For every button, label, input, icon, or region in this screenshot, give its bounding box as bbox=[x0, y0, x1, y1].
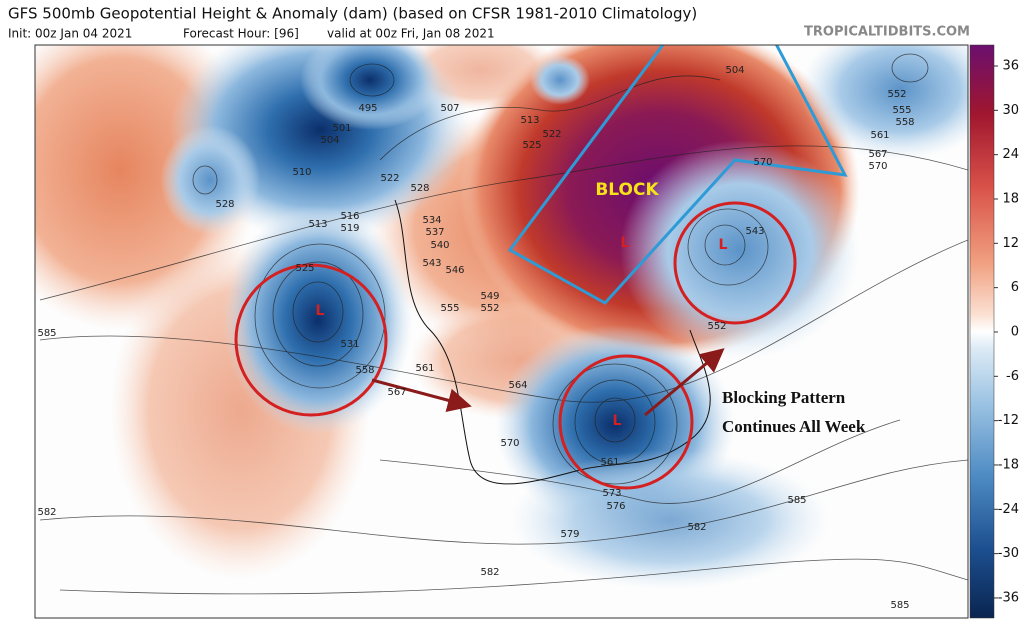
colorbar-tick-label: -18 bbox=[998, 457, 1019, 472]
low-marker: L bbox=[316, 303, 325, 319]
contour-label: 537 bbox=[425, 227, 444, 238]
low-marker: L bbox=[621, 235, 630, 251]
contour-label: 522 bbox=[380, 173, 399, 184]
valid-time: valid at 00z Fri, Jan 08 2021 bbox=[327, 27, 495, 41]
colorbar-tick-label: 18 bbox=[1002, 191, 1019, 206]
contour-label: 567 bbox=[868, 149, 887, 160]
colorbar-tick-label: -6 bbox=[1006, 369, 1019, 384]
contour-label: 519 bbox=[340, 223, 359, 234]
colorbar-tick-label: -24 bbox=[998, 502, 1019, 517]
contour-label: 555 bbox=[440, 303, 459, 314]
colorbar bbox=[969, 44, 995, 619]
contour-label: 513 bbox=[520, 115, 539, 126]
contour-label: 582 bbox=[37, 507, 56, 518]
contour-label: 501 bbox=[332, 123, 351, 134]
contour-label: 552 bbox=[707, 321, 726, 332]
contour-label: 561 bbox=[600, 457, 619, 468]
contour-label: 495 bbox=[358, 103, 377, 114]
contour-label: 543 bbox=[745, 226, 764, 237]
contour-label: 570 bbox=[753, 157, 772, 168]
contour-label: 549 bbox=[480, 291, 499, 302]
low-marker: L bbox=[613, 413, 622, 429]
contour-label: 531 bbox=[340, 339, 359, 350]
contour-label: 546 bbox=[445, 265, 464, 276]
contour-label: 582 bbox=[480, 567, 499, 578]
note-line: Blocking Pattern bbox=[722, 388, 846, 407]
watermark: TROPICALTIDBITS.COM bbox=[804, 25, 970, 40]
contour-label: 564 bbox=[508, 380, 527, 391]
contour-label: 504 bbox=[725, 65, 744, 76]
contour-label: 516 bbox=[340, 211, 359, 222]
contour-label: 504 bbox=[320, 135, 339, 146]
contour-label: 558 bbox=[355, 365, 374, 376]
forecast-hour: Forecast Hour: [96] bbox=[183, 27, 299, 41]
colorbar-tick-label: -12 bbox=[998, 413, 1019, 428]
contour-label: 570 bbox=[500, 438, 519, 449]
note-line: Continues All Week bbox=[722, 417, 866, 436]
contour-label: 507 bbox=[440, 103, 459, 114]
contour-label: 534 bbox=[422, 215, 441, 226]
colorbar-tick-label: 36 bbox=[1002, 59, 1019, 74]
contour-label: 585 bbox=[787, 495, 806, 506]
contour-label: 525 bbox=[295, 263, 314, 274]
contour-label: 561 bbox=[870, 130, 889, 141]
contour-label: 552 bbox=[887, 89, 906, 100]
contour-label: 522 bbox=[542, 129, 561, 140]
contour-label: 582 bbox=[687, 522, 706, 533]
colorbar-tick-label: 30 bbox=[1002, 103, 1019, 118]
contour-label: 579 bbox=[560, 529, 579, 540]
colorbar-tick-label: 0 bbox=[1011, 324, 1019, 339]
map bbox=[35, 45, 968, 618]
colorbar-tick-label: 12 bbox=[1002, 236, 1019, 251]
contour-label: 573 bbox=[602, 488, 621, 499]
block-label: BLOCK bbox=[595, 180, 659, 200]
contour-label: 525 bbox=[522, 140, 541, 151]
contour-label: 585 bbox=[37, 328, 56, 339]
contour-label: 528 bbox=[410, 183, 429, 194]
contour-label: 555 bbox=[892, 105, 911, 116]
contour-label: 585 bbox=[890, 600, 909, 611]
contour-label: 540 bbox=[430, 240, 449, 251]
contour-label: 513 bbox=[308, 219, 327, 230]
colorbar-tick-label: -36 bbox=[998, 590, 1019, 605]
contour-label: 543 bbox=[422, 258, 441, 269]
title: GFS 500mb Geopotential Height & Anomaly … bbox=[8, 5, 697, 23]
colorbar-tick-label: 24 bbox=[1002, 147, 1019, 162]
contour-label: 561 bbox=[415, 363, 434, 374]
contour-label: 567 bbox=[387, 387, 406, 398]
contour-label: 576 bbox=[606, 501, 625, 512]
contour-label: 558 bbox=[895, 117, 914, 128]
contour-label: 570 bbox=[868, 161, 887, 172]
init-time: Init: 00z Jan 04 2021 bbox=[8, 27, 132, 41]
colorbar-tick-label: -30 bbox=[998, 546, 1019, 561]
contour-label: 552 bbox=[480, 303, 499, 314]
low-marker: L bbox=[719, 237, 728, 253]
colorbar-tick-label: 6 bbox=[1011, 280, 1019, 295]
contour-label: 528 bbox=[215, 199, 234, 210]
contour-label: 510 bbox=[292, 167, 311, 178]
